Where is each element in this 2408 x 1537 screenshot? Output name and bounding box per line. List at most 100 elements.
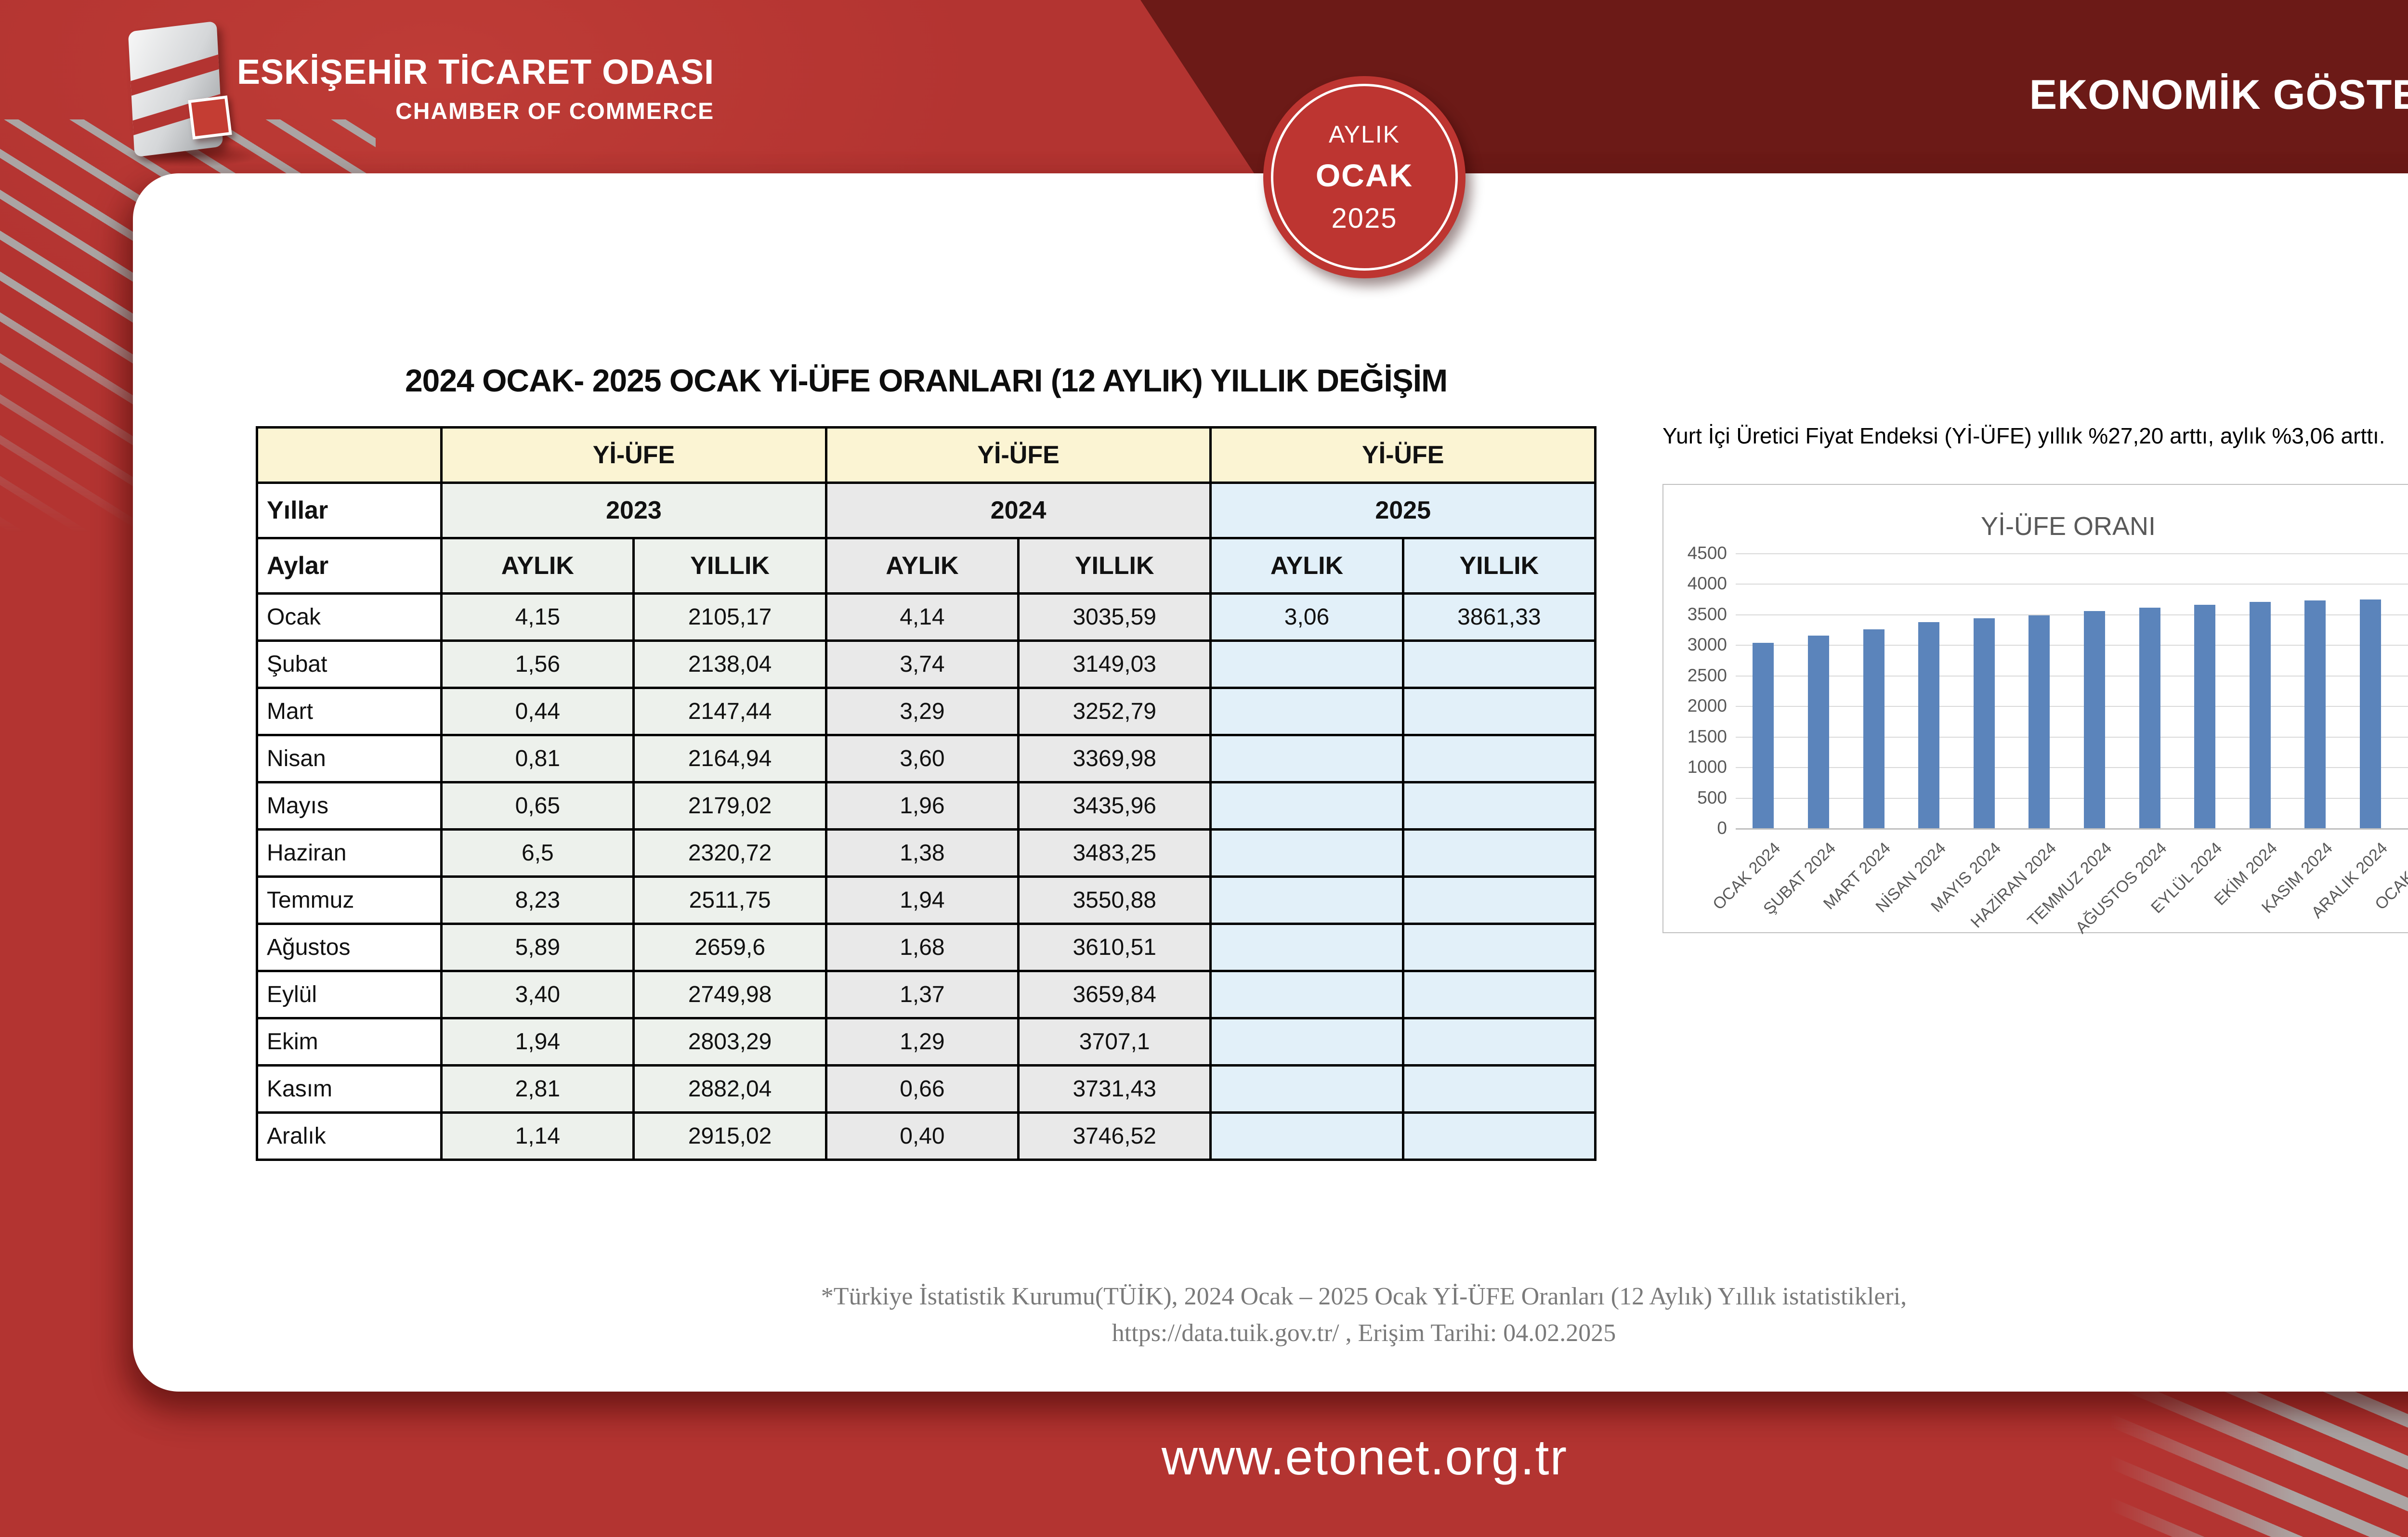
month-cell: Haziran — [255, 828, 443, 878]
bar — [1918, 622, 1940, 828]
value-cell — [1209, 875, 1404, 925]
table-row: Ocak 4,15 2105,17 4,14 3035,59 3,06 3861,33 — [255, 592, 1597, 642]
value-cell: 2179,02 — [632, 781, 827, 831]
value-cell: 4,15 — [440, 592, 635, 642]
value-cell — [1401, 781, 1597, 831]
value-cell — [1209, 1017, 1404, 1067]
month-cell: Kasım — [255, 1064, 443, 1114]
month-cell: Ocak — [255, 592, 443, 642]
value-cell: 0,81 — [440, 734, 635, 783]
value-cell: 1,56 — [440, 639, 635, 689]
bar — [2194, 604, 2216, 828]
value-cell — [1209, 1111, 1404, 1161]
value-cell — [1209, 734, 1404, 783]
years-row-label: Yıllar — [255, 482, 443, 539]
value-cell: 1,37 — [824, 970, 1020, 1019]
group-header-cell: Yİ-ÜFE — [824, 426, 1212, 484]
group-header-cell: Yİ-ÜFE — [1209, 426, 1597, 484]
value-cell: 3550,88 — [1017, 875, 1212, 925]
table-row: Haziran 6,5 2320,72 1,38 3483,25 — [255, 828, 1597, 878]
col-header-monthly: AYLIK — [824, 537, 1020, 595]
value-cell — [1401, 1064, 1597, 1114]
col-header-yearly: YILLIK — [1017, 537, 1212, 595]
logo-cut-bar — [128, 53, 223, 97]
gridline — [1736, 797, 2408, 799]
value-cell: 2511,75 — [632, 875, 827, 925]
y-axis-tick-label: 0 — [1717, 818, 1727, 838]
bar — [2304, 600, 2326, 828]
org-subtitle: CHAMBER OF COMMERCE — [395, 99, 715, 124]
month-cell: Temmuz — [255, 875, 443, 925]
table-row: Kasım 2,81 2882,04 0,66 3731,43 — [255, 1064, 1597, 1114]
table-columns-row: Aylar AYLIK YILLIK AYLIK YILLIK AYLIK YI… — [255, 537, 1597, 595]
group-header-cell: Yİ-ÜFE — [440, 426, 827, 484]
col-header-yearly: YILLIK — [632, 537, 827, 595]
value-cell — [1209, 781, 1404, 831]
value-cell — [1209, 1064, 1404, 1114]
value-cell: 3252,79 — [1017, 687, 1212, 736]
value-cell: 8,23 — [440, 875, 635, 925]
value-cell — [1209, 639, 1404, 689]
value-cell — [1401, 923, 1597, 972]
gridline — [1736, 736, 2408, 738]
rates-table-body: Ocak 4,15 2105,17 4,14 3035,59 3,06 3861,33 Şub… — [255, 592, 1597, 1161]
value-cell: 2915,02 — [632, 1111, 827, 1161]
value-cell: 2147,44 — [632, 687, 827, 736]
month-cell: Mart — [255, 687, 443, 736]
value-cell: 3035,59 — [1017, 592, 1212, 642]
year-cell: 2025 — [1209, 482, 1597, 539]
value-cell: 2,81 — [440, 1064, 635, 1114]
badge-text: AYLIK OCAK 2025 — [1263, 76, 1466, 278]
value-cell: 3,74 — [824, 639, 1020, 689]
value-cell: 3,06 — [1209, 592, 1404, 642]
value-cell — [1209, 828, 1404, 878]
value-cell: 1,68 — [824, 923, 1020, 972]
badge-period: AYLIK — [1328, 120, 1400, 148]
value-cell — [1401, 828, 1597, 878]
year-cell: 2024 — [824, 482, 1212, 539]
month-cell: Şubat — [255, 639, 443, 689]
months-row-label: Aylar — [255, 537, 443, 595]
gridline — [1736, 675, 2408, 677]
col-header-yearly: YILLIK — [1401, 537, 1597, 595]
gridline — [1736, 767, 2408, 768]
table-row: Eylül 3,40 2749,98 1,37 3659,84 — [255, 970, 1597, 1019]
value-cell: 3483,25 — [1017, 828, 1212, 878]
value-cell: 3,40 — [440, 970, 635, 1019]
y-axis-tick-label: 3000 — [1687, 635, 1727, 655]
month-cell: Ekim — [255, 1017, 443, 1067]
value-cell: 3149,03 — [1017, 639, 1212, 689]
table-row: Temmuz 8,23 2511,75 1,94 3550,88 — [255, 875, 1597, 925]
badge-year: 2025 — [1331, 202, 1398, 234]
value-cell: 0,66 — [824, 1064, 1020, 1114]
value-cell — [1401, 687, 1597, 736]
value-cell: 1,96 — [824, 781, 1020, 831]
table-group-header-row: Yİ-ÜFE Yİ-ÜFE Yİ-ÜFE — [255, 426, 1597, 484]
chart-title: Yİ-ÜFE ORANI — [1980, 512, 2156, 541]
y-axis-tick-label: 2500 — [1687, 665, 1727, 685]
bar — [2084, 611, 2105, 828]
bar — [1807, 636, 1829, 828]
gridline — [1736, 614, 2408, 615]
table-years-row: Yıllar 2023 2024 2025 — [255, 482, 1597, 539]
y-axis-tick-label: 2000 — [1687, 696, 1727, 716]
website-url: www.etonet.org.tr — [1161, 1430, 1568, 1485]
y-axis-tick-label: 4000 — [1687, 573, 1727, 594]
value-cell: 2105,17 — [632, 592, 827, 642]
value-cell: 0,40 — [824, 1111, 1020, 1161]
corner-cell — [255, 426, 443, 484]
value-cell: 6,5 — [440, 828, 635, 878]
table-row: Ekim 1,94 2803,29 1,29 3707,1 — [255, 1017, 1597, 1067]
value-cell: 3707,1 — [1017, 1017, 1212, 1067]
bar — [1753, 642, 1774, 828]
month-cell: Aralık — [255, 1111, 443, 1161]
logo-red-square — [188, 95, 232, 140]
summary-text: Yurt İçi Üretici Fiyat Endeksi (Yİ-ÜFE) … — [1662, 423, 2385, 448]
value-cell: 3,60 — [824, 734, 1020, 783]
value-cell: 3861,33 — [1401, 592, 1597, 642]
y-axis-tick-label: 4500 — [1687, 543, 1727, 563]
bar — [2139, 607, 2160, 828]
value-cell: 2803,29 — [632, 1017, 827, 1067]
value-cell: 4,14 — [824, 592, 1020, 642]
value-cell: 3369,98 — [1017, 734, 1212, 783]
